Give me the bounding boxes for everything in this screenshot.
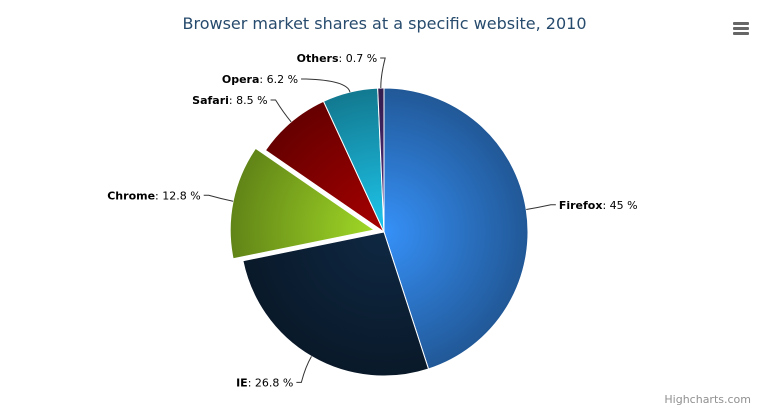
data-label-name: Safari bbox=[192, 94, 229, 107]
connector-opera bbox=[301, 78, 351, 93]
data-label-opera: Opera: 6.2 % bbox=[222, 73, 298, 86]
data-label-chrome: Chrome: 12.8 % bbox=[107, 189, 200, 202]
connector-safari bbox=[270, 99, 292, 123]
data-label-value: : 6.2 % bbox=[259, 73, 298, 86]
hamburger-menu-icon[interactable] bbox=[733, 22, 749, 36]
chart-title: Browser market shares at a specific webs… bbox=[182, 14, 587, 33]
data-label-value: : 12.8 % bbox=[155, 189, 201, 202]
connector-ie bbox=[296, 356, 312, 383]
data-label-name: Opera bbox=[222, 73, 260, 86]
pie-slice-firefox[interactable] bbox=[383, 87, 529, 370]
data-label-others: Others: 0.7 % bbox=[297, 52, 378, 65]
pie-slice-others[interactable] bbox=[377, 87, 385, 233]
credits-link[interactable]: Highcharts.com bbox=[664, 393, 751, 406]
data-label-ie: IE: 26.8 % bbox=[236, 376, 293, 389]
connector-chrome bbox=[203, 194, 234, 202]
data-label-name: Others bbox=[297, 52, 339, 65]
data-label-name: Firefox bbox=[559, 199, 603, 212]
data-label-name: IE bbox=[236, 376, 248, 389]
data-label-value: : 26.8 % bbox=[248, 376, 294, 389]
data-label-value: : 45 % bbox=[602, 199, 637, 212]
data-label-value: : 8.5 % bbox=[229, 94, 268, 107]
connector-firefox bbox=[526, 204, 556, 210]
data-label-name: Chrome bbox=[107, 189, 155, 202]
connector-others bbox=[380, 57, 386, 89]
pie-slice-ie[interactable] bbox=[242, 231, 430, 377]
data-label-firefox: Firefox: 45 % bbox=[559, 199, 638, 212]
data-label-safari: Safari: 8.5 % bbox=[192, 94, 267, 107]
data-label-value: : 0.7 % bbox=[339, 52, 378, 65]
